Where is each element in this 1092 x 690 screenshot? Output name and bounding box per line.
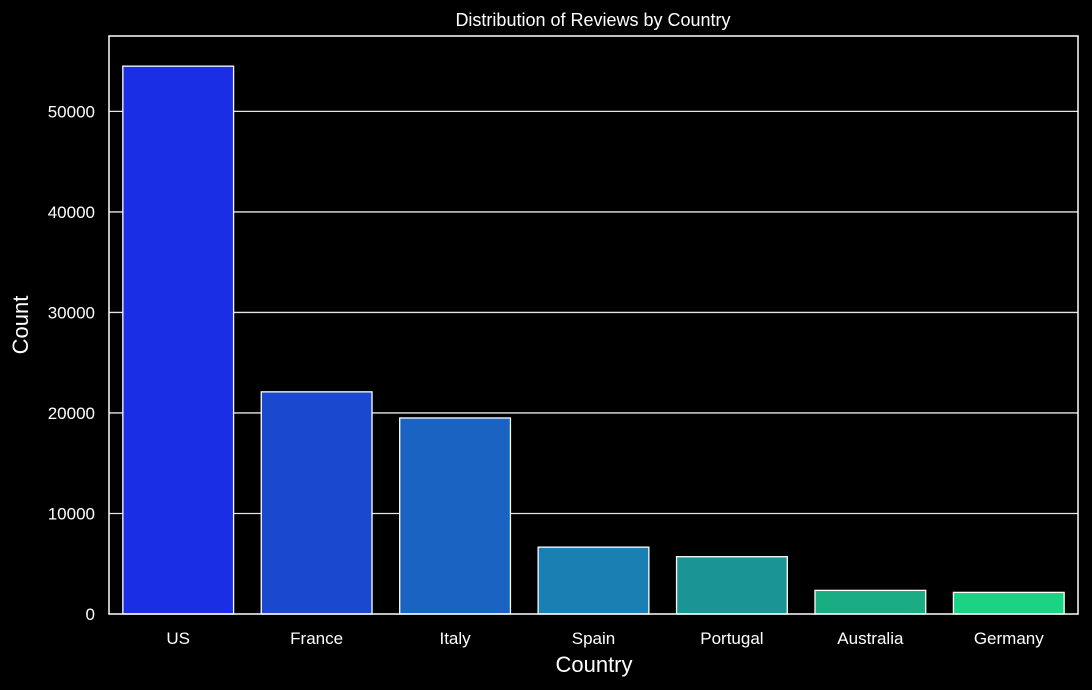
bar-us <box>122 65 235 615</box>
x-tick-label: Australia <box>837 629 904 648</box>
bar-australia <box>814 589 927 615</box>
y-axis-title: Count <box>8 296 33 355</box>
y-tick-label: 10000 <box>48 504 95 523</box>
bar-italy <box>399 417 512 615</box>
x-tick-label: US <box>166 629 190 648</box>
bar-france <box>260 391 373 615</box>
y-tick-label: 50000 <box>48 102 95 121</box>
y-tick-labels: 0 10000 20000 30000 40000 50000 <box>48 102 95 624</box>
plot-frame <box>108 35 1079 615</box>
x-tick-labels: US France Italy Spain Portugal Australia Germa… <box>166 629 1044 648</box>
y-tick-label: 40000 <box>48 203 95 222</box>
bar-portugal <box>675 556 788 615</box>
y-tick-label: 20000 <box>48 404 95 423</box>
y-tick-label: 0 <box>86 605 95 624</box>
x-axis-title: Country <box>555 652 632 677</box>
bars <box>122 65 1065 615</box>
x-tick-label: Portugal <box>700 629 763 648</box>
chart-title: Distribution of Reviews by Country <box>455 10 730 30</box>
x-tick-label: Italy <box>439 629 471 648</box>
x-tick-label: Germany <box>974 629 1044 648</box>
x-tick-label: France <box>290 629 343 648</box>
bar-spain <box>537 546 650 615</box>
bar-germany <box>952 591 1065 615</box>
y-tick-label: 30000 <box>48 303 95 322</box>
x-tick-label: Spain <box>572 629 615 648</box>
